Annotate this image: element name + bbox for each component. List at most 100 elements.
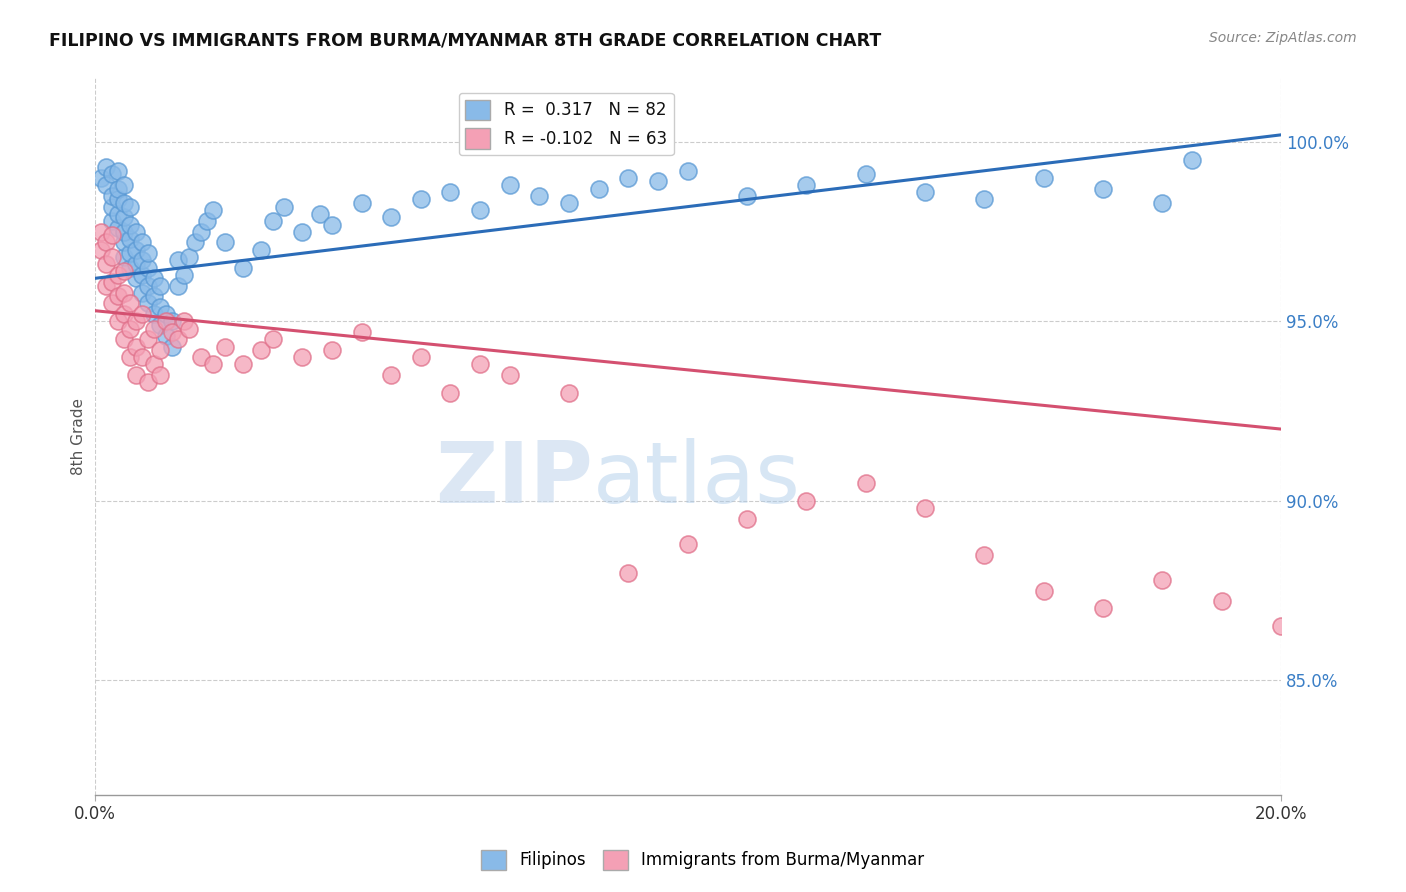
- Point: [321, 218, 343, 232]
- Point: [558, 386, 581, 401]
- Point: [160, 340, 183, 354]
- Point: [131, 285, 153, 300]
- Point: [155, 328, 177, 343]
- Point: [125, 314, 148, 328]
- Point: [131, 253, 153, 268]
- Point: [112, 285, 135, 300]
- Point: [120, 296, 142, 310]
- Point: [291, 351, 314, 365]
- Point: [101, 189, 124, 203]
- Point: [190, 225, 212, 239]
- Point: [142, 289, 165, 303]
- Point: [617, 170, 640, 185]
- Point: [291, 225, 314, 239]
- Point: [588, 182, 610, 196]
- Point: [676, 537, 699, 551]
- Point: [149, 318, 172, 332]
- Point: [273, 200, 295, 214]
- Point: [149, 368, 172, 383]
- Point: [107, 221, 129, 235]
- Point: [173, 268, 195, 282]
- Point: [112, 264, 135, 278]
- Point: [96, 178, 118, 192]
- Point: [96, 235, 118, 250]
- Point: [214, 235, 236, 250]
- Point: [125, 243, 148, 257]
- Point: [529, 189, 551, 203]
- Point: [120, 232, 142, 246]
- Point: [558, 196, 581, 211]
- Point: [380, 368, 402, 383]
- Point: [120, 260, 142, 275]
- Point: [112, 332, 135, 346]
- Point: [380, 211, 402, 225]
- Point: [101, 167, 124, 181]
- Point: [1032, 583, 1054, 598]
- Point: [735, 512, 758, 526]
- Point: [855, 167, 877, 181]
- Point: [136, 278, 159, 293]
- Text: FILIPINO VS IMMIGRANTS FROM BURMA/MYANMAR 8TH GRADE CORRELATION CHART: FILIPINO VS IMMIGRANTS FROM BURMA/MYANMA…: [49, 31, 882, 49]
- Point: [149, 300, 172, 314]
- Point: [120, 351, 142, 365]
- Point: [101, 214, 124, 228]
- Point: [190, 351, 212, 365]
- Point: [409, 193, 432, 207]
- Point: [96, 160, 118, 174]
- Point: [96, 278, 118, 293]
- Point: [914, 501, 936, 516]
- Point: [249, 243, 271, 257]
- Point: [468, 203, 491, 218]
- Point: [1091, 182, 1114, 196]
- Point: [107, 268, 129, 282]
- Point: [107, 314, 129, 328]
- Point: [131, 351, 153, 365]
- Point: [1181, 153, 1204, 167]
- Point: [914, 186, 936, 200]
- Text: Source: ZipAtlas.com: Source: ZipAtlas.com: [1209, 31, 1357, 45]
- Point: [676, 163, 699, 178]
- Point: [120, 200, 142, 214]
- Point: [142, 358, 165, 372]
- Point: [160, 314, 183, 328]
- Point: [107, 193, 129, 207]
- Point: [112, 235, 135, 250]
- Point: [232, 358, 254, 372]
- Point: [179, 321, 201, 335]
- Point: [112, 250, 135, 264]
- Point: [439, 386, 461, 401]
- Point: [149, 278, 172, 293]
- Point: [155, 307, 177, 321]
- Point: [107, 207, 129, 221]
- Point: [195, 214, 218, 228]
- Legend: R =  0.317   N = 82, R = -0.102   N = 63: R = 0.317 N = 82, R = -0.102 N = 63: [458, 93, 673, 155]
- Point: [647, 174, 669, 188]
- Point: [89, 170, 111, 185]
- Point: [120, 321, 142, 335]
- Point: [202, 203, 225, 218]
- Point: [262, 214, 284, 228]
- Point: [101, 250, 124, 264]
- Point: [321, 343, 343, 358]
- Point: [350, 325, 373, 339]
- Point: [125, 271, 148, 285]
- Point: [142, 307, 165, 321]
- Point: [131, 307, 153, 321]
- Point: [468, 358, 491, 372]
- Point: [1091, 601, 1114, 615]
- Point: [166, 332, 188, 346]
- Point: [1329, 637, 1351, 651]
- Text: atlas: atlas: [593, 438, 801, 521]
- Point: [184, 235, 207, 250]
- Point: [262, 332, 284, 346]
- Point: [136, 332, 159, 346]
- Point: [1152, 573, 1174, 587]
- Point: [136, 260, 159, 275]
- Point: [101, 200, 124, 214]
- Point: [136, 376, 159, 390]
- Point: [796, 493, 818, 508]
- Text: ZIP: ZIP: [434, 438, 593, 521]
- Point: [409, 351, 432, 365]
- Point: [617, 566, 640, 580]
- Point: [125, 368, 148, 383]
